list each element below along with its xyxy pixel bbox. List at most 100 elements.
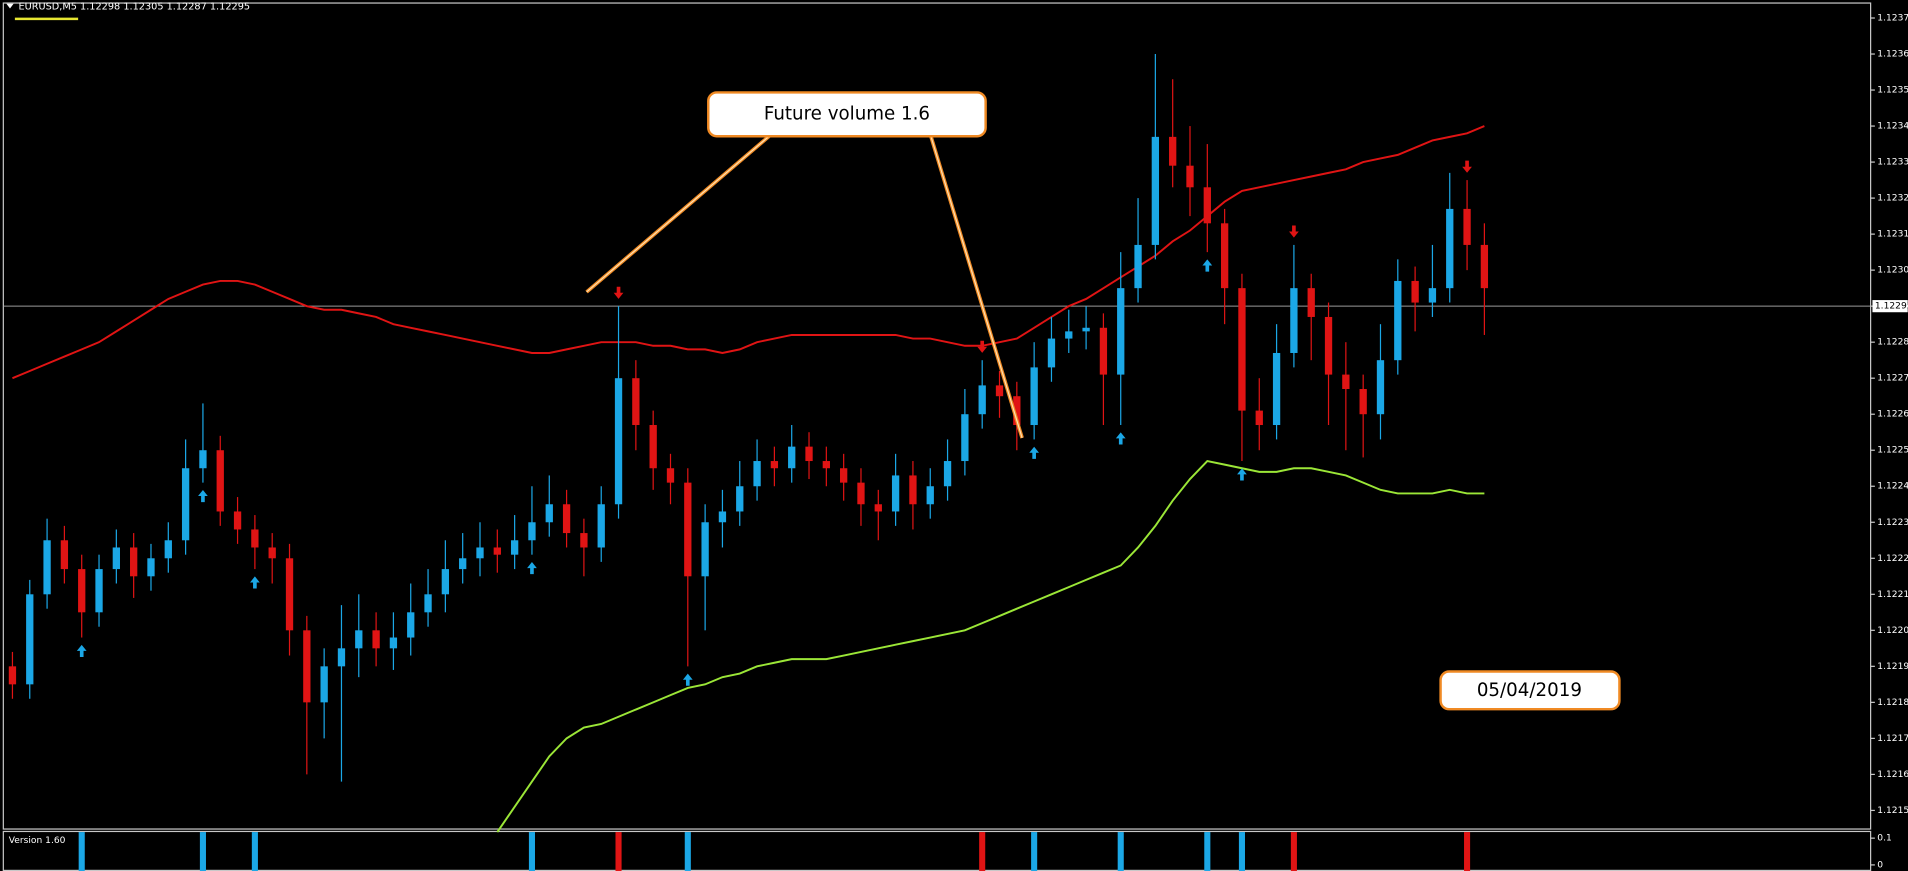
y-tick-label: 1.12265 [1877, 410, 1908, 420]
candle-body [112, 547, 120, 570]
y-tick-label: 1.12325 [1877, 194, 1908, 204]
lower-y-tick-label: 0.1 [1877, 834, 1892, 844]
candle-body [632, 378, 640, 426]
candle-body [1013, 396, 1021, 426]
candle-body [1446, 208, 1454, 289]
candle-body [1203, 187, 1211, 224]
signal-bar [979, 832, 986, 871]
candle-body [1186, 165, 1194, 188]
candle-body [1099, 327, 1108, 375]
y-tick-label: 1.12335 [1877, 158, 1908, 168]
candle-body [562, 504, 571, 534]
buy-arrow [1029, 446, 1040, 459]
y-tick-label: 1.12165 [1877, 770, 1908, 780]
price-label: 1.12295 [1875, 302, 1908, 312]
candle-body [943, 461, 952, 487]
callout-pointer [586, 135, 770, 293]
callout-text: Future volume 1.6 [764, 103, 930, 124]
indicator-line [12, 125, 1485, 380]
y-tick-label: 1.12155 [1877, 806, 1908, 816]
candle-body [60, 540, 69, 570]
candle-body [1411, 280, 1419, 303]
candle-body [649, 425, 657, 469]
signal-bar [1031, 832, 1038, 871]
candle-body [8, 666, 17, 685]
date-text: 05/04/2019 [1477, 680, 1582, 701]
price-label-box [1872, 300, 1908, 313]
candle-body [1030, 367, 1038, 426]
buy-arrow [76, 644, 87, 657]
candle-body [43, 540, 51, 595]
buy-arrow [1202, 259, 1213, 272]
candle-body [926, 486, 934, 505]
candle-body [597, 504, 605, 548]
candle-body [805, 446, 813, 462]
candle-body [995, 385, 1004, 397]
candle-body [684, 482, 692, 577]
candle-body [1047, 338, 1056, 368]
candle-body [147, 558, 155, 577]
y-tick-label: 1.12245 [1877, 482, 1908, 492]
signal-bar [78, 832, 85, 871]
candle-body [355, 630, 363, 649]
candle-body [1394, 280, 1402, 361]
y-tick-label: 1.12285 [1877, 338, 1908, 348]
sell-arrow [1462, 160, 1472, 173]
candle-body [95, 569, 103, 613]
candle-body [164, 540, 172, 559]
candle-body [666, 468, 675, 483]
candle-body [961, 414, 969, 462]
symbol-dropdown[interactable] [6, 3, 14, 9]
candle-body [909, 475, 917, 505]
callout-pointer [930, 136, 1023, 439]
candle-body [1290, 288, 1298, 353]
candle-body [857, 482, 865, 505]
candle-body [874, 504, 882, 512]
plot-layer: 1.12375 1.12365 1.12355 1.12345 1.12335 1.123… [3, 14, 1908, 871]
lower-y-tick-label: 0 [1877, 860, 1883, 870]
sell-arrow [1289, 225, 1299, 238]
candle-body [1428, 288, 1437, 303]
candle-body [285, 558, 294, 631]
candle-body [459, 558, 467, 570]
candle-body [614, 378, 623, 505]
candle-body [476, 547, 484, 559]
candle-body [389, 637, 398, 649]
y-tick-label: 1.12365 [1877, 50, 1908, 60]
candle-body [1255, 410, 1263, 426]
candle-body [736, 486, 744, 512]
y-tick-label: 1.12185 [1877, 698, 1908, 708]
signal-bar [1290, 832, 1297, 871]
candle-body [372, 630, 380, 649]
callout-box [707, 91, 987, 138]
candle-body [1463, 208, 1471, 245]
date-callout: 05/04/2019 [1439, 670, 1621, 711]
candle-body [199, 450, 207, 469]
candle-body [337, 648, 346, 667]
candle-body [1220, 223, 1229, 289]
candle-body [1376, 360, 1385, 415]
y-tick-label: 1.12225 [1877, 554, 1908, 564]
candle-body [1324, 316, 1333, 375]
candle-body [528, 522, 536, 541]
candle-body [545, 504, 553, 523]
candle-body [1134, 244, 1142, 289]
buy-arrow [682, 673, 693, 686]
signal-bar [1117, 832, 1124, 871]
buy-arrow [527, 561, 537, 575]
annotation-callout: Future volume 1.6 [585, 91, 1024, 439]
candle-body [251, 529, 259, 548]
sell-arrow [977, 340, 988, 353]
candle-body [1307, 288, 1315, 317]
candle-body [1238, 288, 1246, 411]
buy-arrow [198, 489, 208, 503]
y-tick-label: 1.12195 [1877, 662, 1908, 672]
y-tick-label: 1.12315 [1877, 230, 1908, 240]
candle-body [1342, 374, 1350, 389]
candle-body [181, 468, 190, 541]
signal-bar [1238, 832, 1245, 871]
buy-arrow [1237, 468, 1247, 481]
y-tick-label: 1.12175 [1877, 734, 1908, 744]
